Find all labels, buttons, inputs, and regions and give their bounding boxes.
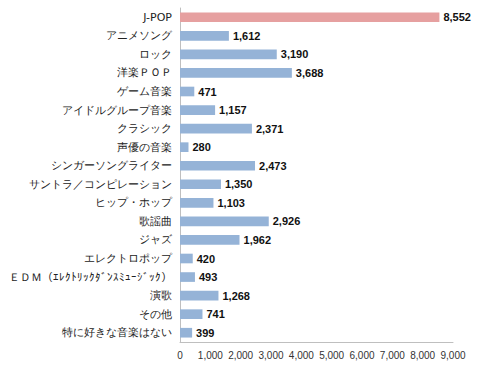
svg-text:ゲーム音楽: ゲーム音楽: [117, 85, 172, 98]
svg-text:7,000: 7,000: [380, 350, 405, 361]
svg-text:6,000: 6,000: [349, 350, 374, 361]
svg-text:2,473: 2,473: [259, 160, 287, 172]
svg-text:1,268: 1,268: [222, 290, 250, 302]
svg-text:アニメソング: アニメソング: [106, 29, 173, 42]
svg-text:3,000: 3,000: [258, 350, 283, 361]
svg-text:0: 0: [177, 350, 183, 361]
svg-text:4,000: 4,000: [289, 350, 314, 361]
svg-text:1,103: 1,103: [217, 197, 245, 209]
svg-text:1,350: 1,350: [225, 178, 253, 190]
svg-text:280: 280: [192, 141, 210, 153]
svg-text:歌謡曲: 歌謡曲: [139, 215, 172, 228]
svg-text:1,962: 1,962: [244, 234, 272, 246]
svg-text:9,000: 9,000: [440, 350, 465, 361]
svg-text:1,000: 1,000: [198, 350, 223, 361]
svg-text:2,000: 2,000: [228, 350, 253, 361]
svg-text:エレクトロポップ: エレクトロポップ: [84, 252, 173, 265]
svg-text:サントラ／コンピレーション: サントラ／コンピレーション: [29, 178, 172, 191]
svg-text:演歌: 演歌: [150, 289, 172, 302]
svg-text:399: 399: [196, 327, 214, 339]
svg-text:特に好きな音楽はない: 特に好きな音楽はない: [62, 326, 172, 339]
svg-text:741: 741: [206, 308, 224, 320]
svg-text:声優の音楽: 声優の音楽: [117, 141, 172, 154]
svg-text:5,000: 5,000: [319, 350, 344, 361]
svg-text:471: 471: [198, 86, 216, 98]
svg-text:アイドルグループ音楽: アイドルグループ音楽: [62, 104, 172, 117]
svg-text:1,612: 1,612: [233, 30, 261, 42]
svg-text:1,157: 1,157: [219, 104, 247, 116]
svg-text:8,000: 8,000: [410, 350, 435, 361]
svg-text:2,371: 2,371: [256, 123, 284, 135]
svg-text:ヒップ・ホップ: ヒップ・ホップ: [95, 196, 173, 209]
svg-text:ＥＤＭ（ｴﾚｸﾄﾘｯｸﾀﾞﾝｽﾐｭｰｼﾞｯｸ）: ＥＤＭ（ｴﾚｸﾄﾘｯｸﾀﾞﾝｽﾐｭｰｼﾞｯｸ）: [9, 271, 172, 284]
svg-text:J-POP: J-POP: [142, 11, 172, 24]
svg-text:2,926: 2,926: [273, 215, 301, 227]
svg-text:ロック: ロック: [139, 48, 172, 61]
svg-text:8,552: 8,552: [443, 11, 471, 23]
svg-text:その他: その他: [139, 308, 172, 321]
svg-text:ジャズ: ジャズ: [139, 233, 173, 246]
svg-text:洋楽ＰＯＰ: 洋楽ＰＯＰ: [117, 66, 172, 79]
svg-text:420: 420: [197, 253, 215, 265]
svg-text:クラシック: クラシック: [117, 122, 172, 135]
svg-text:3,688: 3,688: [296, 67, 324, 79]
svg-text:3,190: 3,190: [281, 48, 309, 60]
svg-text:493: 493: [199, 271, 217, 283]
svg-text:シンガーソングライター: シンガーソングライター: [51, 159, 172, 172]
